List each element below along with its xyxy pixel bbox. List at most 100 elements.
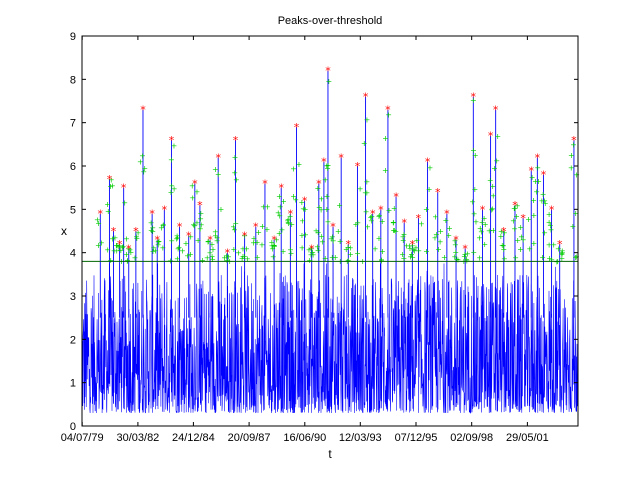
peak-marker: * xyxy=(242,229,248,242)
exceedance-marker: + xyxy=(547,221,554,230)
exceedance-marker: + xyxy=(292,196,299,205)
exceedance-marker: + xyxy=(513,212,520,221)
exceedance-marker: + xyxy=(511,204,518,213)
exceedance-marker: + xyxy=(400,233,407,242)
exceedance-marker: + xyxy=(127,246,134,255)
exceedance-marker: + xyxy=(367,213,374,222)
exceedance-marker: + xyxy=(550,241,557,250)
exceedance-marker: + xyxy=(125,244,132,253)
peak-marker: * xyxy=(488,130,494,143)
exceedance-marker: + xyxy=(116,241,123,250)
exceedance-marker: + xyxy=(501,229,508,238)
exceedance-marker: + xyxy=(512,204,519,213)
exceedance-marker: + xyxy=(113,241,120,250)
x-tick-label: 29/05/01 xyxy=(506,432,549,444)
y-tick-label: 3 xyxy=(70,291,76,303)
exceedance-marker: + xyxy=(464,250,471,259)
peak-marker: * xyxy=(425,156,431,169)
peak-marker: * xyxy=(363,91,369,104)
exceedance-marker: + xyxy=(150,244,157,253)
peak-marker: * xyxy=(121,182,127,195)
exceedance-marker: + xyxy=(302,230,309,239)
exceedance-marker: + xyxy=(104,200,111,209)
exceedance-marker: + xyxy=(109,181,116,190)
exceedance-marker: + xyxy=(204,254,211,263)
exceedance-marker: + xyxy=(119,243,126,252)
exceedance-marker: + xyxy=(493,157,500,166)
exceedance-marker: + xyxy=(532,177,539,186)
exceedance-marker: + xyxy=(187,232,194,241)
exceedance-marker: + xyxy=(207,248,214,257)
exceedance-marker: + xyxy=(399,250,406,259)
exceedance-marker: + xyxy=(94,216,101,225)
exceedance-marker: + xyxy=(401,254,408,263)
x-tick-label: 02/09/98 xyxy=(450,432,493,444)
exceedance-marker: + xyxy=(190,220,197,229)
exceedance-marker: + xyxy=(306,246,313,255)
exceedance-marker: + xyxy=(443,216,450,225)
exceedance-marker: + xyxy=(572,253,579,262)
exceedance-marker: + xyxy=(490,226,497,235)
exceedance-marker: + xyxy=(271,241,278,250)
exceedance-marker: + xyxy=(546,241,553,250)
exceedance-marker: + xyxy=(195,236,202,245)
exceedance-marker: + xyxy=(108,176,115,185)
exceedance-marker: + xyxy=(235,249,242,258)
y-tick-label: 7 xyxy=(70,118,76,130)
exceedance-marker: + xyxy=(345,256,352,265)
exceedance-marker: + xyxy=(209,255,216,264)
exceedance-marker: + xyxy=(132,253,139,262)
exceedance-marker: + xyxy=(531,239,538,248)
exceedance-marker: + xyxy=(324,205,331,214)
peak-marker: * xyxy=(385,104,391,117)
peak-marker: * xyxy=(111,225,117,238)
exceedance-marker: + xyxy=(559,248,566,257)
exceedance-marker: + xyxy=(259,222,266,231)
exceedance-marker: + xyxy=(314,184,321,193)
exceedance-marker: + xyxy=(423,247,430,256)
exceedance-marker: + xyxy=(423,205,430,214)
exceedance-marker: + xyxy=(410,245,417,254)
exceedance-marker: + xyxy=(378,255,385,264)
exceedance-marker: + xyxy=(240,252,247,261)
exceedance-marker: + xyxy=(319,238,326,247)
exceedance-marker: + xyxy=(568,151,575,160)
exceedance-marker: + xyxy=(573,170,580,179)
exceedance-marker: + xyxy=(98,239,105,248)
exceedance-marker: + xyxy=(470,248,477,257)
exceedance-marker: + xyxy=(259,240,266,249)
exceedance-marker: + xyxy=(318,205,325,214)
exceedance-marker: + xyxy=(481,240,488,249)
exceedance-marker: + xyxy=(109,234,116,243)
exceedance-marker: + xyxy=(354,219,361,228)
exceedance-marker: + xyxy=(174,233,181,242)
exceedance-marker: + xyxy=(215,170,222,179)
exceedance-marker: + xyxy=(120,242,127,251)
exceedance-marker: + xyxy=(239,254,246,263)
peak-marker: * xyxy=(370,208,376,221)
exceedance-marker: + xyxy=(299,231,306,240)
peak-marker: * xyxy=(197,199,203,212)
peak-marker: * xyxy=(401,216,407,229)
exceedance-marker: + xyxy=(280,247,287,256)
exceedance-marker: + xyxy=(572,209,579,218)
exceedance-marker: + xyxy=(276,212,283,221)
peak-marker: * xyxy=(528,164,534,177)
exceedance-marker: + xyxy=(318,195,325,204)
exceedance-marker: + xyxy=(243,245,250,254)
y-tick-label: 6 xyxy=(70,161,76,173)
exceedance-marker: + xyxy=(464,256,471,265)
exceedance-marker: + xyxy=(435,245,442,254)
exceedance-marker: + xyxy=(139,152,146,161)
exceedance-marker: + xyxy=(316,203,323,212)
exceedance-marker: + xyxy=(437,227,444,236)
exceedance-marker: + xyxy=(535,177,542,186)
peak-marker: * xyxy=(192,177,198,190)
exceedance-marker: + xyxy=(150,247,157,256)
exceedance-marker: + xyxy=(135,229,142,238)
x-axis-label: t xyxy=(328,447,332,461)
exceedance-marker: + xyxy=(168,155,175,164)
exceedance-marker: + xyxy=(189,182,196,191)
exceedance-marker: + xyxy=(308,250,315,259)
x-axis: 04/07/79 30/03/82 24/12/84 20/09/87 16/06/90… xyxy=(61,36,549,444)
